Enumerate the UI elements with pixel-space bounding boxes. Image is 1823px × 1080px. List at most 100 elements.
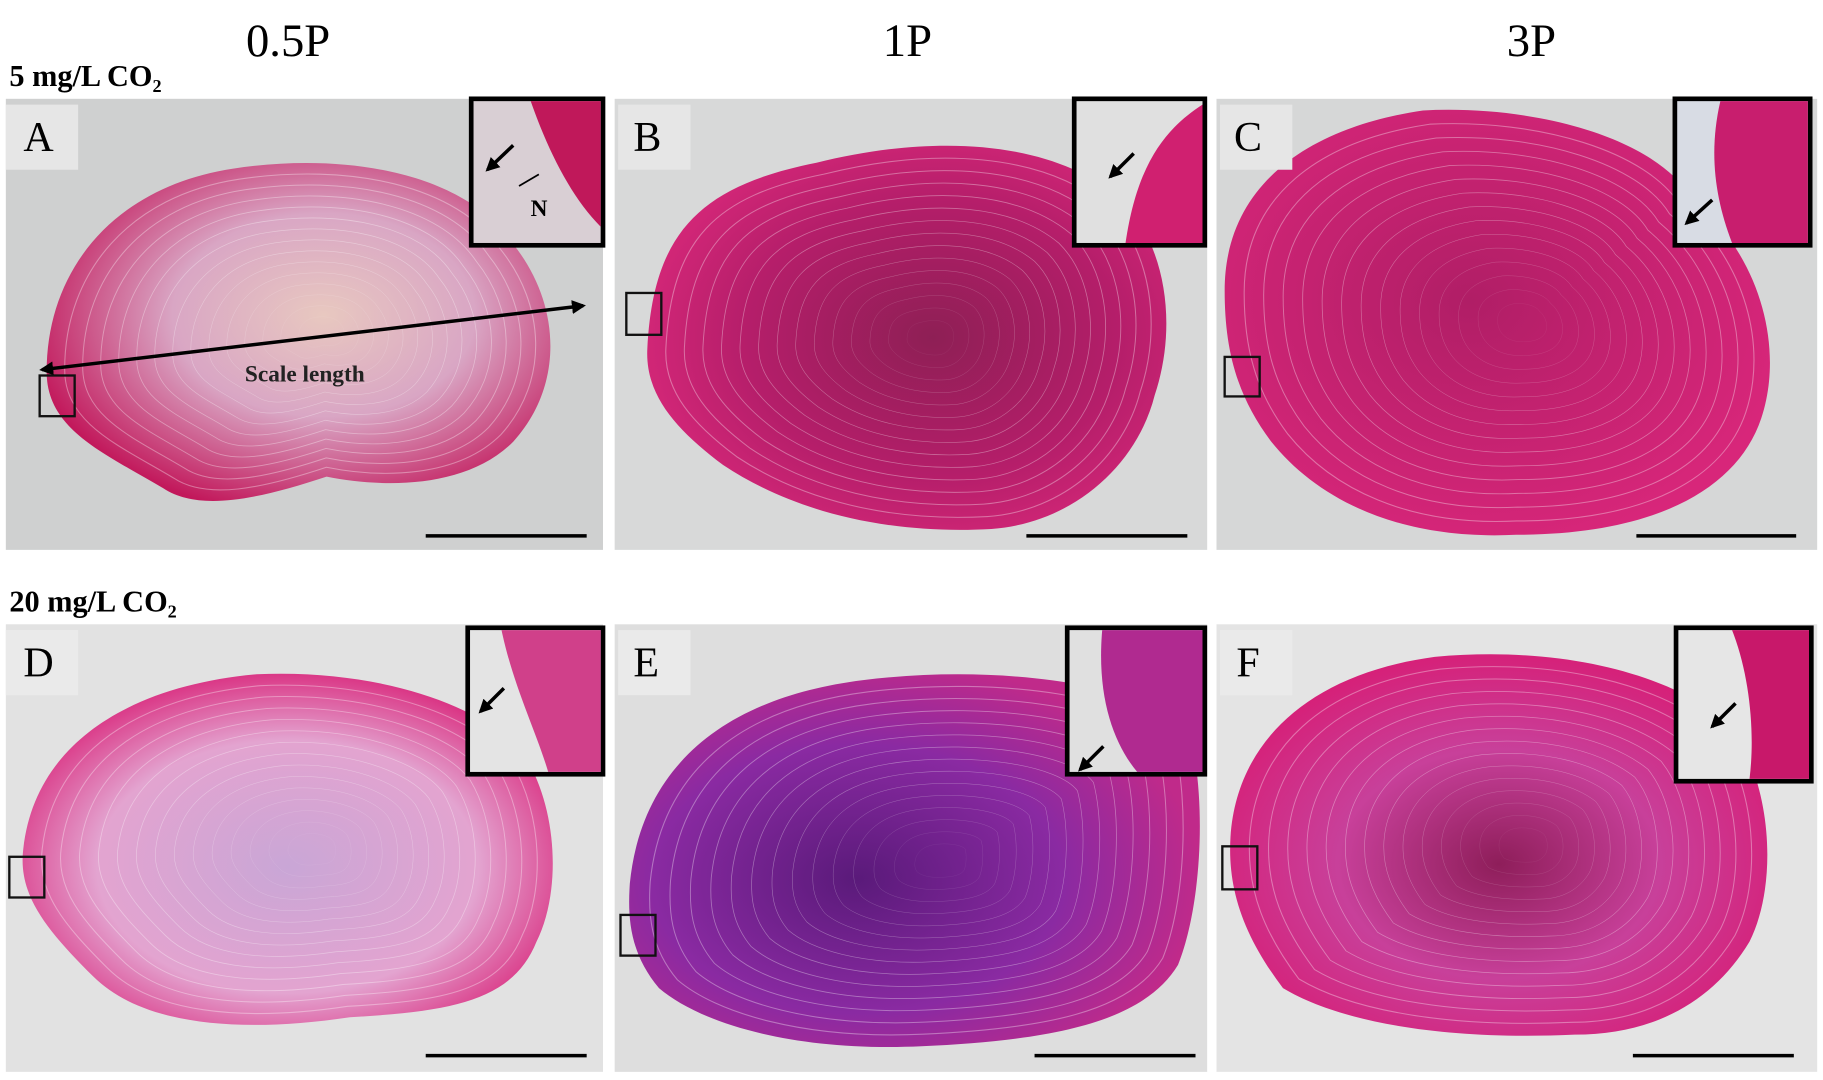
growth-ring <box>1477 289 1563 356</box>
growth-ring <box>78 707 507 992</box>
zoom-box <box>619 913 657 957</box>
column-header: 0.5P <box>246 16 330 67</box>
panels: A B C D E F Scale length N <box>5 96 1818 1072</box>
column-header: 3P <box>1507 16 1556 67</box>
label-bg <box>618 104 691 170</box>
growth-ring <box>97 718 492 980</box>
growth-ring <box>1458 275 1579 370</box>
growth-ring <box>795 245 1046 431</box>
growth-ring <box>730 734 1117 987</box>
growth-ring <box>721 195 1106 481</box>
annotation: N <box>531 196 548 222</box>
growth-ring <box>665 157 1152 518</box>
growth-ring <box>1243 123 1755 523</box>
growth-ring <box>853 807 1017 914</box>
growth-ring <box>173 764 429 934</box>
label-bg <box>1219 630 1293 696</box>
growth-ring <box>1306 703 1705 987</box>
growth-ring <box>683 170 1137 506</box>
scale-image <box>629 674 1200 1048</box>
growth-ring <box>1268 678 1737 1012</box>
panel-label: C <box>1234 115 1262 161</box>
growth-ring <box>154 753 445 946</box>
growth-ring <box>1438 261 1595 384</box>
growth-ring <box>1383 753 1642 937</box>
panel-label: B <box>633 115 661 161</box>
panel-label: E <box>633 641 659 687</box>
growth-ring <box>136 217 478 447</box>
scale-image <box>1230 654 1768 1036</box>
zoom-box <box>8 855 46 899</box>
growth-ring <box>1360 206 1659 439</box>
growth-ring <box>100 195 507 469</box>
growth-ring <box>832 795 1034 927</box>
growth-ring <box>59 696 523 1003</box>
growth-ring <box>832 270 1015 406</box>
inset: N <box>468 96 606 248</box>
growth-ring <box>1419 247 1611 398</box>
growth-ring <box>249 810 367 889</box>
zoom-box <box>1223 355 1261 398</box>
growth-ring <box>1282 150 1723 495</box>
inset <box>465 625 606 777</box>
label-bg <box>5 104 79 170</box>
growth-ring <box>739 207 1091 468</box>
growth-ring <box>1341 192 1675 453</box>
growth-ring <box>812 783 1050 939</box>
growth-ring <box>1380 220 1643 425</box>
row-label: 20 mg/L CO₂ <box>9 585 176 619</box>
growth-ring <box>1325 715 1690 975</box>
growth-ring <box>1364 740 1658 950</box>
growth-ring <box>192 776 414 923</box>
inset <box>1064 625 1208 777</box>
growth-ring <box>851 282 1000 393</box>
growth-ring <box>1497 303 1547 342</box>
growth-ring <box>1287 691 1721 1000</box>
growth-ring <box>1399 234 1627 412</box>
growth-ring <box>689 710 1151 1012</box>
growth-ring <box>710 722 1134 999</box>
growth-ring <box>1479 815 1564 875</box>
growth-ring <box>1302 164 1707 481</box>
growth-ring <box>1460 802 1579 888</box>
panel-label: F <box>1236 641 1259 687</box>
growth-ring <box>869 295 985 381</box>
growth-ring <box>914 843 967 878</box>
scale-image <box>647 145 1167 530</box>
growth-ring <box>776 232 1061 443</box>
growth-ring <box>758 220 1076 456</box>
growth-ring <box>873 819 1000 902</box>
growth-ring <box>649 685 1184 1036</box>
scale-image <box>22 673 553 1025</box>
inset <box>1071 96 1208 248</box>
zoom-box <box>38 374 76 418</box>
growth-ring <box>1345 728 1674 962</box>
annotation: Scale length <box>245 361 365 387</box>
growth-ring <box>702 182 1122 493</box>
panel-label: A <box>23 115 53 161</box>
label-bg <box>618 630 691 696</box>
growth-ring <box>792 770 1067 951</box>
inset <box>1673 625 1814 784</box>
growth-rings <box>41 123 1755 1036</box>
label-bg <box>1219 104 1293 170</box>
scale-image <box>1224 109 1770 536</box>
growth-ring <box>1321 178 1691 467</box>
column-header: 1P <box>883 16 932 67</box>
growth-ring <box>771 758 1084 963</box>
length-arrow <box>39 300 586 376</box>
growth-ring <box>287 833 336 866</box>
growth-ring <box>230 799 383 900</box>
growth-ring <box>211 787 398 911</box>
growth-ring <box>906 320 954 356</box>
inset <box>1672 96 1813 248</box>
growth-ring <box>1248 666 1753 1024</box>
zoom-box <box>625 291 663 336</box>
growth-ring <box>894 831 983 890</box>
growth-ring <box>814 257 1030 418</box>
growth-ring <box>116 730 476 969</box>
growth-ring <box>1402 765 1627 925</box>
growth-ring <box>118 206 492 458</box>
label-bg <box>5 630 79 696</box>
growth-ring <box>669 698 1167 1024</box>
